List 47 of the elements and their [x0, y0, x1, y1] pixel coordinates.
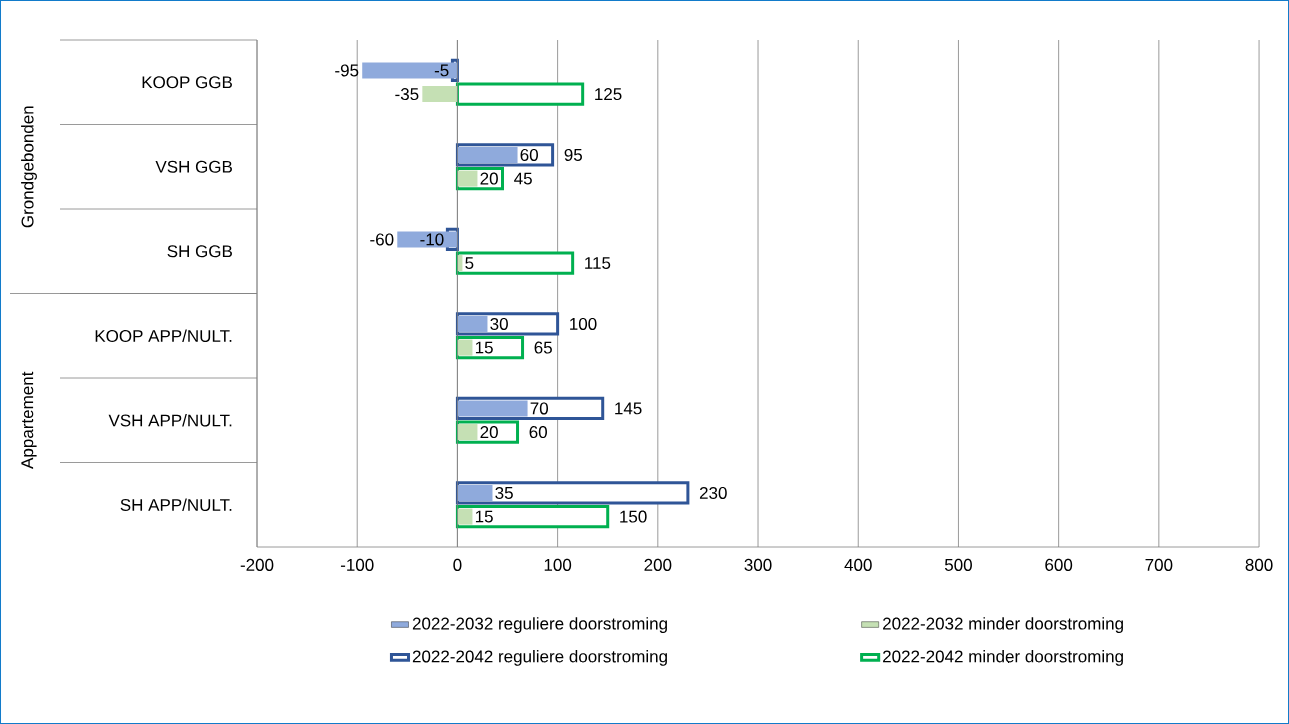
legend-label: 2022-2042 minder doorstroming	[883, 649, 1123, 666]
data-label: 230	[699, 486, 727, 499]
data-label: 45	[514, 172, 532, 185]
x-tick-label: 400	[844, 558, 872, 571]
data-label: 60	[529, 426, 547, 439]
data-label: -95	[335, 64, 359, 77]
data-label: 15	[475, 510, 493, 523]
x-tick-label: 100	[544, 558, 572, 571]
data-label: 5	[465, 257, 474, 270]
text: Grondgebonden	[21, 106, 37, 228]
y-tick-label: SH GGB	[167, 245, 232, 258]
data-label: 20	[480, 172, 498, 185]
y-tick-label: VSH APP/NULT.	[108, 414, 232, 427]
x-tick-label: 0	[453, 558, 462, 571]
y-tick-label: SH APP/NULT.	[120, 498, 232, 512]
data-label: 145	[615, 402, 642, 415]
x-tick-label: 700	[1145, 558, 1173, 571]
x-tick-label: 200	[644, 558, 672, 571]
data-label: 20	[480, 426, 498, 439]
data-label: -5	[434, 64, 449, 77]
data-label: 35	[495, 486, 513, 499]
legend-label: 2022-2032 minder doorstroming	[883, 617, 1123, 633]
y-tick-label: KOOP APP/NULT.	[95, 329, 232, 343]
data-label: 115	[585, 257, 611, 270]
text: Appartement	[21, 371, 37, 469]
data-label: 150	[620, 510, 647, 523]
legend-label: 2022-2042 reguliere doorstroming	[412, 649, 667, 666]
data-label: 15	[475, 341, 493, 354]
data-label: 60	[520, 148, 538, 161]
data-label: 30	[490, 317, 508, 330]
x-tick-label: -100	[340, 558, 374, 571]
x-tick-label: 300	[744, 558, 772, 571]
data-label: -35	[395, 88, 419, 101]
data-label: 95	[564, 148, 582, 161]
data-label: 125	[595, 88, 622, 101]
data-label: 100	[570, 317, 597, 330]
data-label: -60	[370, 233, 394, 246]
data-label: 70	[530, 402, 549, 415]
x-tick-label: -200	[240, 558, 274, 571]
legend-label: 2022-2032 reguliere doorstroming	[412, 617, 667, 633]
x-tick-label: 500	[944, 558, 972, 571]
y-tick-label: KOOP GGB	[142, 76, 232, 89]
y-tick-label: VSH GGB	[155, 160, 232, 173]
data-label: -10	[420, 233, 444, 246]
data-label: 65	[534, 341, 552, 354]
x-tick-label: 800	[1245, 558, 1273, 571]
x-tick-label: 600	[1045, 558, 1073, 571]
